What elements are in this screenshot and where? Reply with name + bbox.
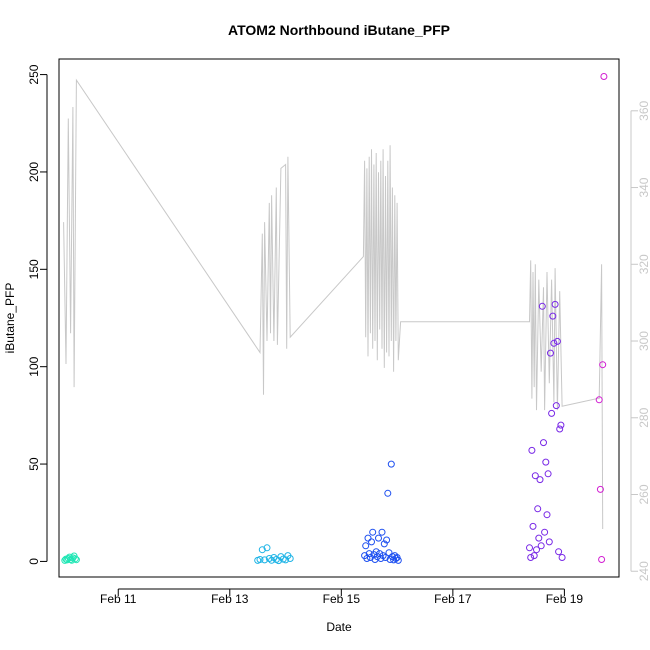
y-tick-label: 100 (27, 356, 41, 376)
x-tick-label: Feb 13 (211, 592, 249, 606)
data-point (263, 544, 271, 552)
data-point (375, 534, 382, 542)
data-point (535, 534, 543, 542)
x-axis-label: Date (326, 620, 352, 634)
data-point (547, 349, 554, 357)
data-point (72, 556, 80, 564)
data-point (394, 556, 402, 564)
data-point (261, 556, 269, 564)
data-point (538, 302, 546, 310)
data-point (536, 476, 544, 484)
y2-tick-label: 240 (637, 561, 650, 581)
y2-tick-label: 360 (637, 100, 650, 120)
data-point (600, 73, 608, 80)
data-point (365, 550, 373, 558)
data-point (362, 542, 370, 550)
y2-line-layer (63, 78, 604, 530)
data-point (256, 556, 264, 563)
points-layer (61, 73, 608, 565)
data-point (383, 536, 391, 544)
data-point (555, 548, 563, 556)
data-point (596, 485, 604, 493)
data-point (529, 522, 537, 530)
data-point (387, 460, 395, 468)
data-point (528, 446, 536, 454)
y2-tick-label: 340 (637, 177, 650, 197)
data-point (556, 425, 564, 433)
y2-tick-label: 280 (637, 407, 650, 427)
y-tick-label: 250 (27, 64, 41, 84)
x-tick-label: Feb 19 (546, 592, 584, 606)
x-tick-label: Feb 17 (434, 592, 472, 606)
data-point (369, 528, 377, 536)
y2-tick-label: 300 (637, 331, 650, 351)
axes-layer: 0 50 100 150 200 250 240 260 280 300 320 340 360 Feb … (27, 64, 650, 606)
data-point (553, 337, 561, 345)
data-point (380, 540, 388, 548)
data-point (551, 300, 559, 308)
data-point (530, 552, 538, 560)
data-point (385, 549, 393, 557)
data-point (533, 546, 540, 554)
data-point (258, 546, 266, 554)
y2-series-line (63, 78, 604, 530)
data-point (552, 402, 560, 410)
data-point (534, 505, 542, 513)
data-point (376, 550, 384, 558)
data-point (537, 542, 545, 550)
data-point (527, 554, 535, 561)
data-point (71, 555, 79, 563)
data-point (543, 511, 551, 519)
y-axis-label: iButane_PFP (3, 283, 17, 354)
data-point (599, 361, 607, 369)
y-tick-label: 50 (27, 457, 41, 471)
data-point (540, 439, 547, 447)
data-point (364, 534, 372, 542)
y-tick-label: 150 (27, 259, 41, 279)
data-point (548, 409, 556, 417)
data-point (595, 396, 603, 404)
data-point (368, 538, 375, 546)
plot-frame (58, 58, 620, 578)
data-point (531, 472, 539, 480)
y2-tick-label: 320 (637, 254, 650, 274)
y2-tick-label: 260 (637, 484, 650, 504)
data-point (378, 528, 386, 536)
data-point (549, 312, 557, 320)
data-point (372, 548, 380, 556)
data-point (286, 555, 294, 562)
data-point (545, 538, 553, 546)
data-point (541, 528, 549, 536)
x-tick-label: Feb 11 (100, 592, 137, 606)
data-point (544, 470, 552, 478)
data-point (526, 544, 533, 552)
data-point (265, 555, 273, 562)
y-tick-label: 0 (27, 558, 41, 565)
data-point (382, 554, 389, 561)
data-point (557, 421, 565, 429)
data-point (275, 557, 283, 565)
data-point (542, 458, 550, 466)
data-point (550, 339, 558, 347)
data-point (384, 489, 392, 497)
data-point (558, 554, 566, 561)
data-point (598, 556, 606, 563)
chart-title: ATOM2 Northbound iButane_PFP (228, 22, 450, 38)
x-tick-label: Feb 15 (323, 592, 361, 606)
y-tick-label: 200 (27, 162, 41, 182)
